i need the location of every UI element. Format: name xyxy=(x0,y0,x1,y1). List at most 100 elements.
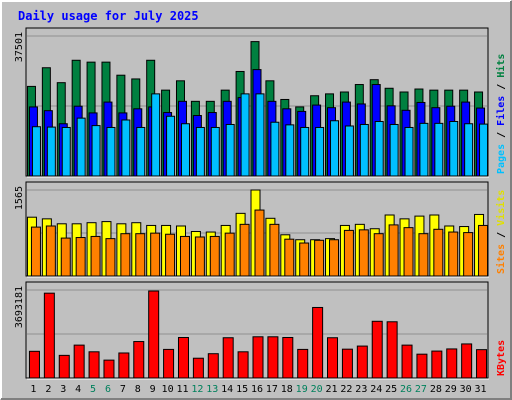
legend-separator: / xyxy=(496,78,507,96)
bar-kbytes-day-30 xyxy=(461,343,473,379)
bar-pages-day-7 xyxy=(121,119,131,177)
bar-kbytes-day-16 xyxy=(252,336,264,379)
bar-pages-day-9 xyxy=(151,93,161,177)
day-label-3: 3 xyxy=(60,384,66,395)
bar-sites-day-16 xyxy=(254,209,265,277)
day-label-20: 20 xyxy=(311,384,323,395)
bar-pages-day-23 xyxy=(359,123,369,177)
legend-item-sites: Sites xyxy=(495,244,507,274)
bar-kbytes-day-23 xyxy=(356,345,368,379)
bar-sites-day-29 xyxy=(448,231,459,277)
day-label-28: 28 xyxy=(430,384,442,395)
bar-kbytes-day-7 xyxy=(118,352,130,379)
day-label-24: 24 xyxy=(370,384,382,395)
bar-pages-day-27 xyxy=(419,122,429,177)
bar-kbytes-day-20 xyxy=(312,306,324,379)
legend-item-pages: Pages xyxy=(496,144,507,174)
day-label-31: 31 xyxy=(475,384,487,395)
bar-kbytes-day-26 xyxy=(401,344,413,379)
legend-item-kbytes: KBytes xyxy=(496,340,507,376)
bar-sites-day-12 xyxy=(194,236,205,277)
bar-sites-day-30 xyxy=(463,232,474,277)
bar-kbytes-day-25 xyxy=(386,321,398,379)
bar-kbytes-day-5 xyxy=(88,351,100,379)
day-label-10: 10 xyxy=(162,384,174,395)
max-value-label: 1565 xyxy=(14,186,25,210)
bar-sites-day-8 xyxy=(135,233,146,277)
day-label-12: 12 xyxy=(191,384,203,395)
chart-title: Daily usage for July 2025 xyxy=(18,9,199,23)
day-label-2: 2 xyxy=(45,384,51,395)
legend-item-files: Files xyxy=(495,96,507,126)
bar-sites-day-31 xyxy=(478,224,489,277)
day-label-22: 22 xyxy=(340,384,352,395)
bar-kbytes-day-18 xyxy=(282,336,294,379)
bar-sites-day-18 xyxy=(284,238,295,277)
bar-pages-day-19 xyxy=(300,126,310,177)
legend-item-hits: Hits xyxy=(495,54,507,78)
panel-kbytes: 3693181 KBytes xyxy=(14,281,507,380)
bar-sites-day-15 xyxy=(239,223,250,277)
bar-pages-day-22 xyxy=(344,125,354,177)
panel-hits-files-pages: 37501 Pages / Files / Hits xyxy=(14,27,507,178)
bar-kbytes-day-10 xyxy=(163,348,175,379)
bar-kbytes-day-21 xyxy=(327,337,339,379)
bar-kbytes-day-11 xyxy=(177,336,189,379)
panel-visits-sites: 1565 Sites / Visits xyxy=(14,181,507,278)
bar-sites-day-2 xyxy=(45,225,56,277)
day-label-21: 21 xyxy=(325,384,337,395)
bar-sites-day-25 xyxy=(388,224,399,277)
bar-sites-day-10 xyxy=(165,233,176,277)
bar-sites-day-17 xyxy=(269,223,280,277)
day-label-30: 30 xyxy=(460,384,472,395)
day-label-25: 25 xyxy=(385,384,397,395)
day-label-11: 11 xyxy=(176,384,188,395)
bar-pages-day-1 xyxy=(31,126,41,177)
bar-sites-day-20 xyxy=(314,239,325,277)
day-label-6: 6 xyxy=(105,384,111,395)
bar-pages-day-14 xyxy=(225,123,235,177)
legend-kbytes: KBytes xyxy=(496,340,507,376)
bar-kbytes-day-9 xyxy=(148,290,160,379)
bar-pages-day-2 xyxy=(46,126,56,177)
bar-kbytes-day-15 xyxy=(237,351,249,379)
bar-kbytes-day-27 xyxy=(416,353,428,379)
bar-pages-day-21 xyxy=(330,120,340,177)
day-label-18: 18 xyxy=(281,384,293,395)
bar-pages-day-25 xyxy=(389,123,399,177)
bar-pages-day-20 xyxy=(315,126,325,177)
bar-sites-day-26 xyxy=(403,227,414,277)
day-label-14: 14 xyxy=(221,384,233,395)
bar-kbytes-day-24 xyxy=(371,320,383,379)
legend-item-visits: Visits xyxy=(495,190,507,226)
bar-kbytes-day-22 xyxy=(341,348,353,379)
bar-sites-day-28 xyxy=(433,228,444,277)
bar-sites-day-27 xyxy=(418,233,429,277)
legend-visits-sites: Sites / Visits xyxy=(495,190,507,274)
bar-kbytes-day-8 xyxy=(133,341,145,379)
bar-kbytes-day-1 xyxy=(28,350,40,379)
bar-pages-day-28 xyxy=(434,122,444,177)
bar-kbytes-day-12 xyxy=(192,357,204,379)
bar-pages-day-3 xyxy=(61,126,71,177)
bar-sites-day-14 xyxy=(224,232,235,277)
day-label-4: 4 xyxy=(75,384,81,395)
bar-pages-day-5 xyxy=(91,125,101,177)
day-label-17: 17 xyxy=(266,384,278,395)
bar-sites-day-3 xyxy=(60,237,71,277)
bar-pages-day-16 xyxy=(255,93,265,177)
bar-kbytes-day-3 xyxy=(58,354,70,379)
day-label-15: 15 xyxy=(236,384,248,395)
day-label-29: 29 xyxy=(445,384,457,395)
bar-pages-day-31 xyxy=(479,123,489,177)
bar-kbytes-day-29 xyxy=(446,348,458,379)
bar-pages-day-6 xyxy=(106,126,116,177)
day-label-23: 23 xyxy=(355,384,367,395)
day-label-8: 8 xyxy=(135,384,141,395)
bar-sites-day-11 xyxy=(179,235,190,277)
bar-pages-day-29 xyxy=(449,120,459,177)
bar-kbytes-day-31 xyxy=(476,349,488,379)
